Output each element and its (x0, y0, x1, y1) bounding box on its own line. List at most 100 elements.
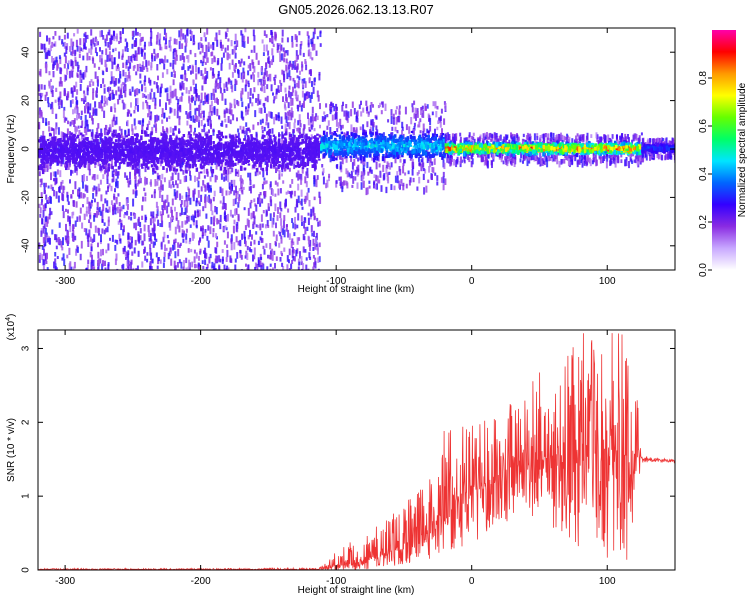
spectrogram-cell (267, 224, 270, 228)
spectrogram-cell (269, 164, 273, 169)
spectrogram-cell (83, 93, 86, 101)
spectrogram-cell (141, 215, 144, 221)
spectrogram-cell (283, 75, 286, 83)
spectrogram-cell (310, 38, 313, 45)
spectrogram-cell (49, 45, 52, 52)
spectrogram-cell (100, 84, 103, 89)
spectrogram-cell (155, 238, 158, 242)
spectrogram-cell (202, 265, 205, 270)
spectrogram-cell (173, 38, 176, 45)
spectrogram-cell (257, 224, 260, 229)
spectrogram-cell (162, 236, 165, 243)
spectrogram-cell (247, 145, 250, 149)
spectrogram-cell (137, 234, 140, 242)
spectrogram-cell (197, 213, 200, 217)
spectrogram-cell (132, 138, 135, 143)
spectrogram-cell (150, 214, 153, 220)
spectrogram-cell (270, 145, 273, 149)
spectrogram-cell (111, 35, 114, 41)
spectrogram-cell (253, 184, 256, 188)
spectrogram-cell (280, 116, 283, 124)
spectrogram-cell (114, 139, 118, 142)
spectrogram-cell (312, 31, 315, 39)
spectrogram-cell (210, 44, 212, 49)
spectrogram-cell (102, 78, 105, 84)
spectrogram-cell (240, 90, 243, 98)
spectrogram-cell (47, 50, 50, 56)
spectrogram-cell (84, 137, 88, 141)
spectrogram-cell (167, 163, 171, 168)
spectrogram-cell (167, 141, 170, 144)
spectrogram-cell (130, 216, 133, 221)
spectrogram-cell (299, 200, 302, 205)
spectrogram-cell (38, 71, 41, 76)
spectrogram-cell (271, 220, 274, 228)
spectrogram-cell (41, 254, 44, 261)
spectrogram-cell (252, 211, 255, 218)
spectrogram-cell (185, 78, 188, 82)
spectrogram-cell (177, 249, 180, 257)
spectrogram-cell (219, 77, 222, 83)
spectrogram-cell (60, 240, 63, 248)
spectrogram-cell (153, 164, 157, 167)
spectrogram-cell (194, 157, 197, 163)
spectrogram-cell (96, 201, 99, 208)
spectrogram-cell (97, 183, 100, 192)
spectrogram-cell (94, 162, 97, 168)
spectrogram-cell (216, 218, 219, 225)
spectrogram-cell (264, 97, 267, 102)
spectrogram-cell (183, 140, 186, 144)
spectrogram-cell (88, 202, 91, 206)
spectrogram-cell (276, 49, 279, 53)
spectrogram-cell (314, 243, 317, 250)
spectrogram-cell (143, 55, 146, 60)
spectrogram-cell (136, 88, 139, 96)
spectrogram-cell (185, 175, 188, 182)
spectrogram-cell (224, 225, 227, 229)
spectrogram-cell (303, 93, 306, 101)
spectrogram-cell (186, 143, 190, 147)
spectrogram-cell (43, 139, 46, 143)
spectrogram-cell (204, 61, 207, 65)
spectrogram-cell (283, 101, 286, 109)
spectrogram-cell (204, 252, 206, 258)
spectrogram-cell (272, 43, 275, 48)
spectrogram-cell (145, 153, 148, 157)
spectrogram-cell (113, 36, 116, 42)
spectrogram-cell (203, 32, 206, 38)
spectrogram-cell (45, 159, 48, 164)
spectrogram-cell (99, 47, 101, 52)
spectrogram-cell (288, 85, 291, 90)
spectrogram-cell (292, 249, 295, 254)
spectrogram-cell (111, 119, 114, 128)
spectrogram-cell (145, 157, 149, 161)
spectrogram-cell (187, 186, 190, 191)
spectrogram-cell (250, 142, 254, 147)
spectrogram-cell (319, 196, 322, 204)
spectrogram-cell (237, 151, 240, 156)
spectrogram-cell (164, 202, 166, 211)
spectrogram-cell (56, 155, 60, 160)
spectrogram-cell (237, 141, 241, 144)
spectrogram-cell (105, 228, 107, 233)
spectrogram-cell (73, 148, 77, 154)
spectrogram-cell (133, 247, 136, 254)
spectrogram-cell (72, 41, 75, 47)
spectrogram-cell (305, 181, 308, 188)
spectrogram-cell (44, 232, 47, 241)
spectrogram-cell (278, 50, 281, 55)
spectrogram-cell (307, 50, 310, 57)
spectrogram-cell (199, 41, 202, 49)
spectrogram-cell (233, 64, 236, 71)
spectrogram-cell (47, 97, 50, 104)
spectrogram-cell (180, 261, 183, 269)
spectrogram-cell (97, 41, 99, 46)
spectrogram-cell (114, 171, 117, 175)
spectrogram-cell (294, 156, 298, 160)
spectrogram-cell (81, 48, 84, 52)
spectrogram-cell (255, 224, 258, 228)
spectrogram-cell (166, 234, 169, 239)
spectrogram-cell (61, 246, 64, 251)
spectrogram-cell (120, 95, 123, 99)
spectrogram-cell (233, 152, 236, 156)
